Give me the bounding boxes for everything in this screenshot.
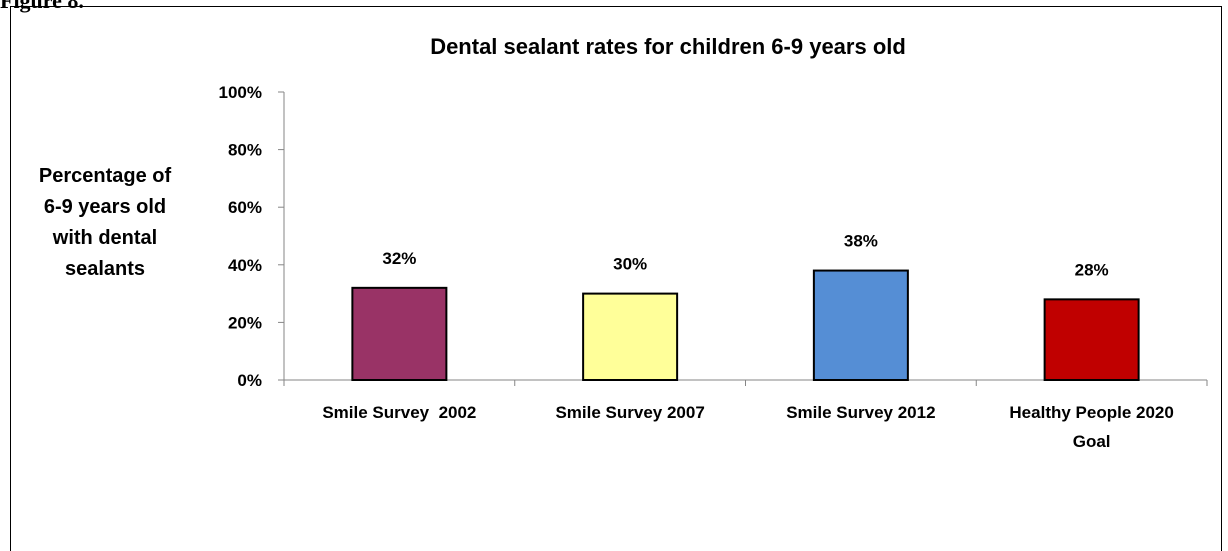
chart-frame: [10, 6, 1222, 551]
data-label: 28%: [1075, 260, 1109, 279]
bar: [1043, 298, 1140, 381]
y-tick-label: 40%: [228, 256, 262, 275]
y-tick-label: 0%: [237, 371, 262, 390]
bar: [351, 286, 448, 381]
y-ticks: 0% 20% 40% 60% 80% 100%: [219, 83, 284, 390]
bar: [812, 269, 909, 381]
y-axis-label-line: Percentage of: [39, 165, 172, 187]
data-labels: 32% 30% 38% 28%: [382, 232, 1108, 280]
bar: [582, 292, 679, 382]
category-label: Smile Survey 2007: [555, 403, 704, 422]
y-tick-label: 100%: [219, 83, 262, 102]
y-tick-label: 80%: [228, 141, 262, 160]
category-label: Smile Survey 2012: [786, 403, 935, 422]
category-label: Smile Survey 2002: [322, 403, 476, 422]
y-axis-label-line: with dental: [52, 227, 157, 249]
category-label: Healthy People 2020: [1009, 403, 1173, 422]
category-labels: Smile Survey 2002 Smile Survey 2007 Smile …: [322, 403, 1173, 451]
y-tick-label: 20%: [228, 313, 262, 332]
bars: [351, 269, 1140, 382]
data-label: 38%: [844, 232, 878, 251]
chart-title: Dental sealant rates for children 6-9 ye…: [430, 34, 906, 59]
y-axis-label-line: 6-9 years old: [44, 196, 166, 218]
y-axis-label: Percentage of 6-9 years old with dental sea…: [39, 165, 172, 280]
y-axis-label-line: sealants: [65, 258, 145, 280]
data-label: 30%: [613, 255, 647, 274]
category-label: Goal: [1073, 432, 1111, 451]
x-ticks: [283, 380, 1208, 386]
data-label: 32%: [382, 249, 416, 268]
y-tick-label: 60%: [228, 198, 262, 217]
